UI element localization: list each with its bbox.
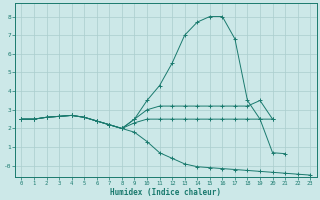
X-axis label: Humidex (Indice chaleur): Humidex (Indice chaleur) [110,188,221,197]
